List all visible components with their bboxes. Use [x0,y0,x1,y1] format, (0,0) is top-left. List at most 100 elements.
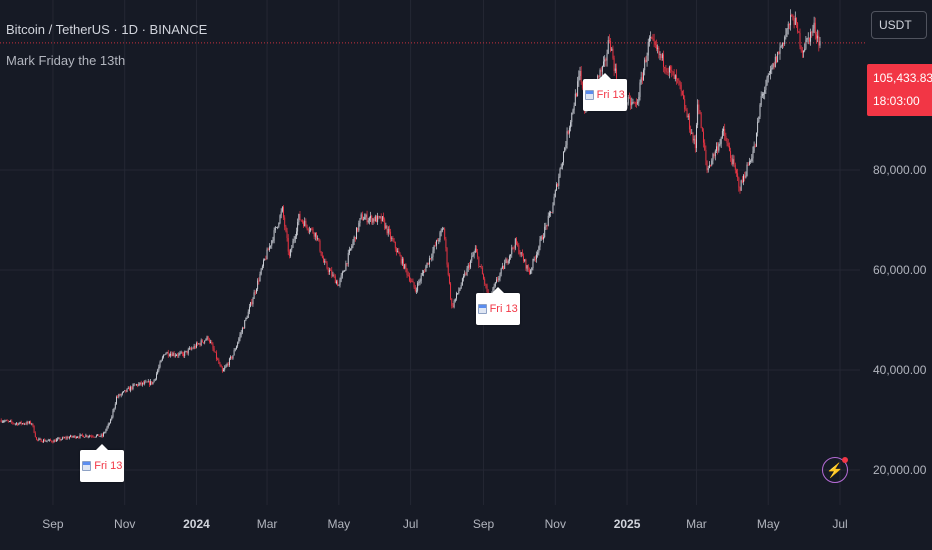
candle-body [271,240,273,246]
candle-body [427,262,429,265]
x-tick-label: 2025 [613,517,641,531]
candle-body [386,225,388,234]
candle-body [320,251,322,256]
candle-body [440,230,442,233]
candle-body [294,236,296,240]
candle-body [36,437,37,440]
candle-body [171,353,173,357]
candle-body [112,410,114,417]
candle-body [356,227,357,240]
candle-body [213,348,215,352]
candle-body [754,145,756,147]
candle-body [739,187,741,191]
candle-body [534,258,536,260]
candle-body [318,238,320,241]
friday-13-marker[interactable]: Fri 13 [80,450,125,482]
candle-body [558,176,560,186]
candle-body [223,369,224,372]
candle-body [393,240,395,243]
candle-body [157,370,159,374]
candle-body [314,232,316,237]
y-tick-label: 60,000.00 [873,263,927,277]
candle-body [498,278,500,281]
candle-body [70,435,72,438]
candle-body [457,293,459,294]
candle-body [674,75,676,79]
candle-body [730,151,732,159]
candle-body [650,37,652,39]
last-price-value: 105,433.83 [873,71,932,85]
candle-body [472,255,474,257]
candle-body [230,356,232,359]
candle-body [750,161,752,163]
candle-body [337,281,339,286]
candle-body [819,41,821,46]
candle-body [11,420,13,423]
candle-body [358,223,360,231]
candle-body [164,354,166,356]
candle-body [665,68,667,72]
lightning-icon[interactable]: ⚡ [822,457,848,483]
candle-body [434,245,436,247]
candle-body [463,276,464,279]
candle-body [124,390,126,392]
candle-body [78,437,80,438]
symbol-title[interactable]: Bitcoin / TetherUS · 1D · BINANCE [6,22,208,37]
candle-body [232,355,234,359]
candle-body [332,274,334,276]
candle-body [600,70,602,72]
candle-body [200,340,202,346]
candle-body [814,22,816,35]
candle-body [630,98,632,106]
indicator-label[interactable]: Mark Friday the 13th [6,53,126,68]
candle-body [268,246,270,251]
candle-body [280,211,282,216]
candle-body [752,151,754,159]
y-tick-label: 20,000.00 [873,463,927,477]
candle-body [19,421,21,424]
candle-body [638,96,640,103]
friday-13-marker[interactable]: Fri 13 [475,293,520,325]
candle-body [361,214,363,221]
candle-body [736,170,737,174]
candle-body [58,438,60,439]
candle-body [610,41,612,51]
candle-body [68,437,70,439]
candle-body [32,423,34,426]
candle-body [654,41,656,46]
candle-body [97,434,99,436]
candle-body [344,270,346,272]
candle-body [744,175,746,178]
candle-body [421,272,423,276]
candle-body [211,341,213,345]
candle-body [644,59,646,71]
candle-body [707,168,709,171]
candle-body [186,350,188,354]
candle-body [533,258,535,260]
candle-body [272,240,274,242]
candle-body [317,238,319,239]
candle-body [510,254,512,257]
candle-body [85,435,87,437]
candle-body [107,423,109,427]
candle-body [48,439,50,441]
candle-body [141,382,143,385]
candle-body [683,94,684,99]
candle-body [140,382,142,385]
candle-body [241,327,243,333]
candle-body [172,352,174,357]
candle-body [405,264,407,269]
candle-body [453,301,455,307]
candle-body [170,353,172,356]
candle-body [545,225,547,227]
candle-body [666,71,668,73]
candle-body [99,436,101,438]
candle-body [33,425,35,433]
currency-button[interactable]: USDT [871,11,927,39]
candle-body [301,220,303,223]
candle-body [197,343,199,345]
candle-body [471,256,473,261]
friday-13-marker[interactable]: Fri 13 [582,79,627,111]
candle-body [233,350,235,356]
